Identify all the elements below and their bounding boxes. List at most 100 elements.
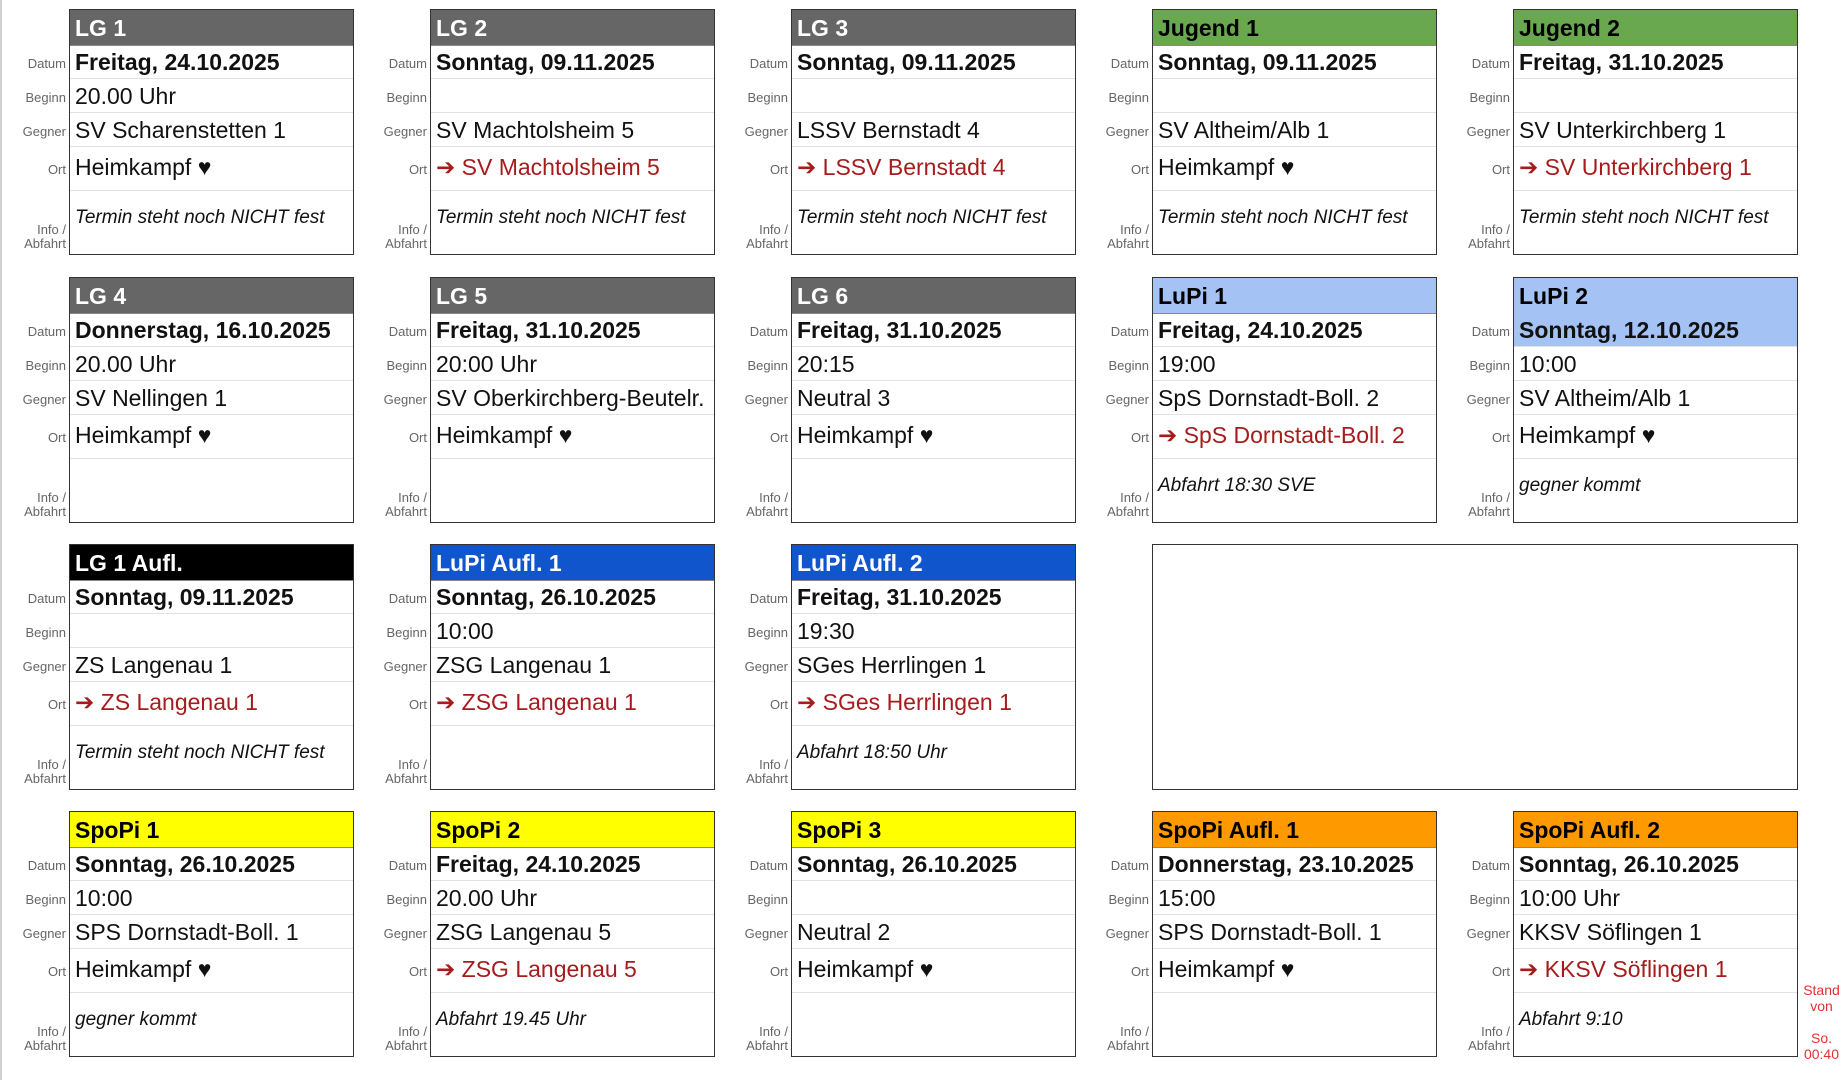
info: Abfahrt 9:10 bbox=[1519, 1009, 1623, 1030]
label-info: Info / bbox=[1120, 1024, 1149, 1039]
field-label: Ort bbox=[1130, 162, 1149, 177]
field-label: Gegner bbox=[744, 124, 788, 139]
match-begin: 10:00 bbox=[70, 881, 353, 915]
team-card: SpoPi 2 Freitag, 24.10.2025 20.00 Uhr ZSG L… bbox=[430, 811, 715, 1057]
match-date: Freitag, 31.10.2025 bbox=[792, 313, 1075, 347]
field-label: Ort bbox=[1491, 162, 1510, 177]
field-label-info: Info / Abfahrt bbox=[6, 758, 66, 786]
team-card: LG 2 Sonntag, 09.11.2025 SV Machtolsheim 5… bbox=[430, 9, 715, 255]
match-date: Sonntag, 09.11.2025 bbox=[792, 45, 1075, 79]
field-label-info: Info / Abfahrt bbox=[1089, 1025, 1149, 1053]
info bbox=[1153, 993, 1436, 1055]
team-card: LG 5 Freitag, 31.10.2025 20:00 Uhr SV Oberk… bbox=[430, 277, 715, 523]
opponent: SPS Dornstadt-Boll. 1 bbox=[70, 915, 353, 949]
team-card: LuPi Aufl. 1 Sonntag, 26.10.2025 10:00 ZSG … bbox=[430, 544, 715, 790]
field-label-info: Info / Abfahrt bbox=[1089, 223, 1149, 251]
label-abfahrt: Abfahrt bbox=[746, 236, 788, 251]
field-label: Gegner bbox=[383, 124, 427, 139]
field-label: Gegner bbox=[744, 392, 788, 407]
match-date: Sonntag, 09.11.2025 bbox=[431, 45, 714, 79]
field-label: Ort bbox=[769, 162, 788, 177]
field-label: Datum bbox=[749, 858, 788, 873]
field-label-info: Info / Abfahrt bbox=[728, 1025, 788, 1053]
field-label: Beginn bbox=[386, 358, 427, 373]
field-label: Beginn bbox=[747, 358, 788, 373]
match-begin: 10:00 Uhr bbox=[1514, 881, 1797, 915]
team-header: LG 5 bbox=[431, 278, 714, 314]
team-header: LG 1 bbox=[70, 10, 353, 46]
match-begin: 20:15 bbox=[792, 347, 1075, 381]
match-date: Freitag, 24.10.2025 bbox=[1153, 313, 1436, 347]
match-date: Donnerstag, 16.10.2025 bbox=[70, 313, 353, 347]
location: Heimkampf ♥ bbox=[1514, 415, 1797, 459]
team-card: SpoPi Aufl. 2 Sonntag, 26.10.2025 10:00 Uh… bbox=[1513, 811, 1798, 1057]
field-label: Beginn bbox=[1469, 358, 1510, 373]
match-begin bbox=[792, 881, 1075, 915]
match-date: Sonntag, 26.10.2025 bbox=[431, 580, 714, 614]
team-card: Jugend 2 Freitag, 31.10.2025 SV Unterkirch… bbox=[1513, 9, 1798, 255]
label-info: Info / bbox=[1481, 1024, 1510, 1039]
opponent: SV Altheim/Alb 1 bbox=[1153, 113, 1436, 147]
label-info: Info / bbox=[398, 757, 427, 772]
label-abfahrt: Abfahrt bbox=[1468, 504, 1510, 519]
field-label: Ort bbox=[769, 964, 788, 979]
label-info: Info / bbox=[398, 222, 427, 237]
team-header: SpoPi 2 bbox=[431, 812, 714, 848]
info bbox=[792, 459, 1075, 521]
field-label: Datum bbox=[749, 324, 788, 339]
team-card: LuPi 2 Sonntag, 12.10.2025 10:00 SV Altheim… bbox=[1513, 277, 1798, 523]
label-abfahrt: Abfahrt bbox=[385, 771, 427, 786]
field-label-info: Info / Abfahrt bbox=[367, 758, 427, 786]
field-label: Ort bbox=[1130, 430, 1149, 445]
location: Heimkampf ♥ bbox=[70, 415, 353, 459]
label-abfahrt: Abfahrt bbox=[1468, 236, 1510, 251]
team-header: SpoPi 1 bbox=[70, 812, 353, 848]
opponent: KKSV Söflingen 1 bbox=[1514, 915, 1797, 949]
field-label: Ort bbox=[408, 162, 427, 177]
label-info: Info / bbox=[759, 757, 788, 772]
info: gegner kommt bbox=[1519, 475, 1641, 496]
field-label: Datum bbox=[388, 591, 427, 606]
location: ➔ ZSG Langenau 5 bbox=[431, 949, 714, 993]
field-label: Datum bbox=[388, 324, 427, 339]
match-date: Sonntag, 26.10.2025 bbox=[792, 847, 1075, 881]
match-begin bbox=[1153, 79, 1436, 113]
field-label-info: Info / Abfahrt bbox=[6, 1025, 66, 1053]
opponent: SV Machtolsheim 5 bbox=[431, 113, 714, 147]
field-label: Ort bbox=[769, 697, 788, 712]
location: Heimkampf ♥ bbox=[1153, 949, 1436, 993]
match-date: Freitag, 31.10.2025 bbox=[431, 313, 714, 347]
label-info: Info / bbox=[37, 757, 66, 772]
label-abfahrt: Abfahrt bbox=[24, 236, 66, 251]
match-begin: 20.00 Uhr bbox=[70, 79, 353, 113]
field-label: Beginn bbox=[25, 358, 66, 373]
field-label: Beginn bbox=[25, 625, 66, 640]
info: Abfahrt 18:30 SVE bbox=[1158, 475, 1316, 496]
location: Heimkampf ♥ bbox=[70, 147, 353, 191]
field-label: Gegner bbox=[22, 659, 66, 674]
info bbox=[70, 459, 353, 521]
opponent: ZSG Langenau 1 bbox=[431, 648, 714, 682]
location: Heimkampf ♥ bbox=[792, 415, 1075, 459]
field-label: Beginn bbox=[1469, 90, 1510, 105]
team-header: LuPi 1 bbox=[1153, 278, 1436, 314]
field-label: Gegner bbox=[22, 926, 66, 941]
team-header: LG 4 bbox=[70, 278, 353, 314]
match-begin: 10:00 bbox=[1514, 347, 1797, 381]
left-border bbox=[0, 0, 2, 1080]
field-label: Gegner bbox=[1105, 124, 1149, 139]
match-date: Sonntag, 26.10.2025 bbox=[70, 847, 353, 881]
field-label-info: Info / Abfahrt bbox=[6, 491, 66, 519]
team-header: SpoPi Aufl. 1 bbox=[1153, 812, 1436, 848]
label-abfahrt: Abfahrt bbox=[1107, 236, 1149, 251]
location: ➔ LSSV Bernstadt 4 bbox=[792, 147, 1075, 191]
field-label: Gegner bbox=[383, 392, 427, 407]
location: Heimkampf ♥ bbox=[70, 949, 353, 993]
field-label: Datum bbox=[27, 324, 66, 339]
label-abfahrt: Abfahrt bbox=[746, 504, 788, 519]
label-info: Info / bbox=[398, 490, 427, 505]
label-abfahrt: Abfahrt bbox=[1107, 504, 1149, 519]
field-label: Beginn bbox=[386, 90, 427, 105]
info: Termin steht noch NICHT fest bbox=[1158, 207, 1408, 228]
field-label: Datum bbox=[388, 858, 427, 873]
